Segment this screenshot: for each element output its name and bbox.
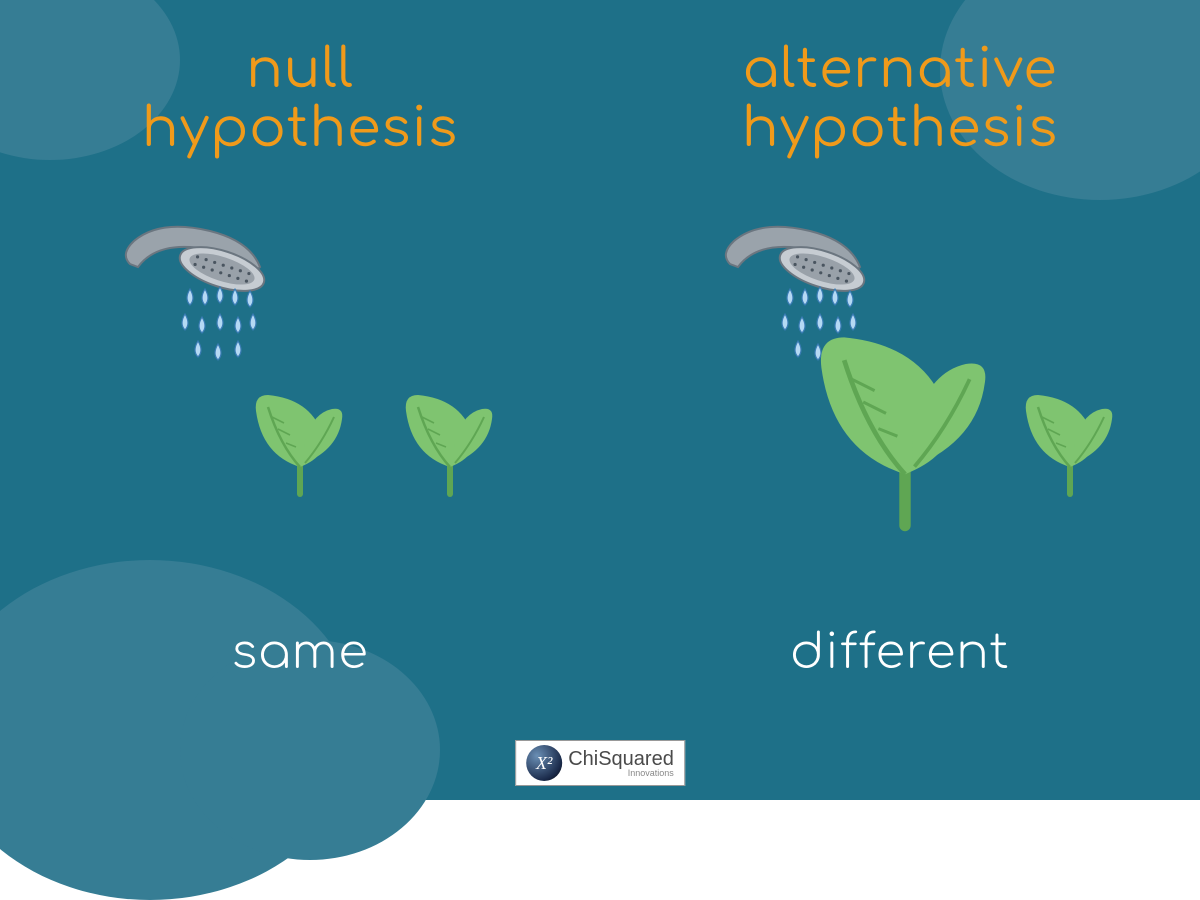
title-line: alternative [743, 39, 1058, 100]
logo-symbol: X² [536, 753, 552, 774]
title-line: hypothesis [742, 98, 1058, 159]
result-label-same: same [231, 627, 368, 680]
panel-null-hypothesis: null hypothesis same [0, 0, 600, 800]
logo-sub-text: Innovations [628, 769, 674, 778]
logo-main-text: ChiSquared [568, 749, 674, 769]
leaf-icon [1020, 389, 1120, 499]
title-null: null hypothesis [142, 40, 458, 159]
logo-text: ChiSquared Innovations [568, 749, 674, 778]
infographic-canvas: null hypothesis same [0, 0, 1200, 800]
title-line: hypothesis [142, 98, 458, 159]
title-line: null [246, 39, 354, 100]
title-alternative: alternative hypothesis [742, 40, 1058, 159]
illustration-right [600, 159, 1200, 627]
logo-chisquared: X² ChiSquared Innovations [515, 740, 685, 786]
panel-alternative-hypothesis: alternative hypothesis d [600, 0, 1200, 800]
result-label-different: different [790, 627, 1010, 680]
leaf-icon [400, 389, 500, 499]
logo-icon: X² [526, 745, 562, 781]
leaf-icon [810, 326, 1000, 535]
illustration-left [0, 159, 600, 627]
leaf-icon [250, 389, 350, 499]
